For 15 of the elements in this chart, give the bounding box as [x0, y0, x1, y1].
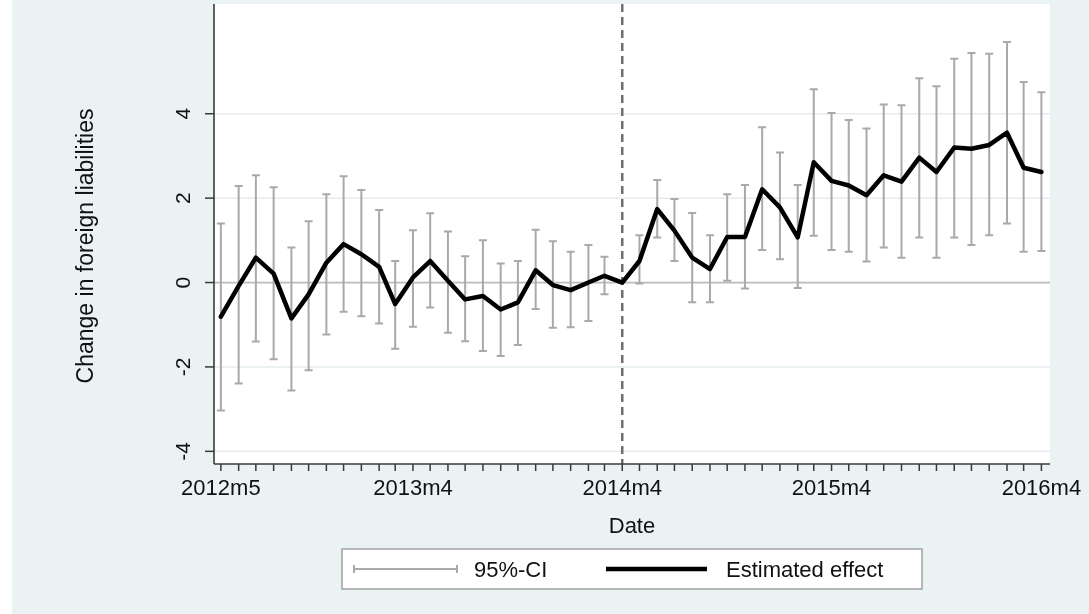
x-tick-label: 2012m5: [181, 475, 261, 500]
x-axis-title: Date: [608, 513, 656, 538]
text: 95%-CI: [474, 557, 548, 582]
x-tick-label: 2016m4: [1001, 475, 1082, 500]
y-axis-title: Change in foreign liabilities: [72, 108, 98, 384]
y-tick-label: -2: [171, 357, 194, 377]
y-tick-label: -4: [171, 441, 194, 461]
x-tick-label: 2014m4: [582, 475, 663, 500]
y-tick-label: 2: [171, 192, 194, 204]
y-tick-label: 0: [171, 276, 194, 289]
y-tick-label: 4: [171, 107, 194, 120]
line-series: [218, 130, 1044, 321]
x-tick-label: 2015m4: [791, 475, 872, 500]
x-tick-label: 2013m4: [373, 475, 453, 500]
legend-label: Estimated effect: [726, 557, 884, 582]
